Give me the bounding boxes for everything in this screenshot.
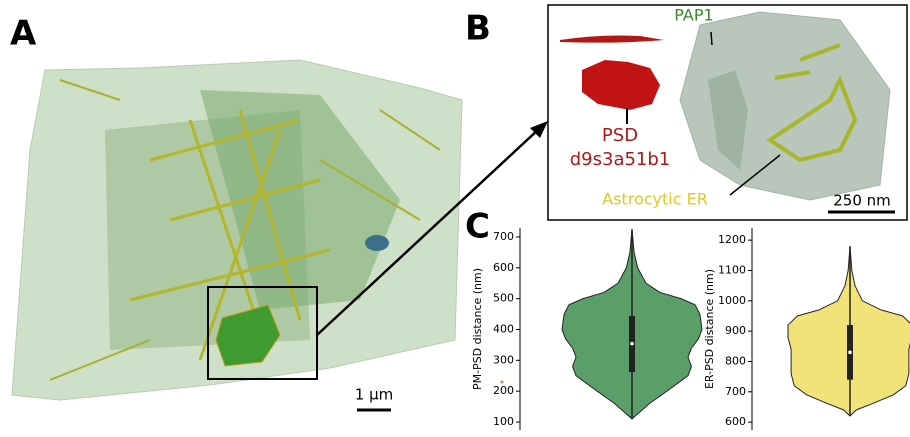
median bbox=[630, 341, 634, 346]
render-b bbox=[547, 4, 908, 221]
pap-label: PAP1 bbox=[674, 6, 713, 25]
y-tick-label: 900 bbox=[725, 324, 746, 337]
y-tick-label: 600 bbox=[493, 261, 514, 274]
panel-label: A bbox=[10, 14, 37, 54]
y-tick-label: 700 bbox=[493, 230, 514, 243]
median bbox=[848, 350, 852, 355]
psd-label: PSD bbox=[602, 125, 638, 146]
y-axis-label: PM-PSD distance (nm) bbox=[471, 268, 484, 390]
y-tick-label: 300 bbox=[493, 353, 514, 366]
y-tick-label: 400 bbox=[493, 322, 514, 335]
er-label: Astrocytic ER bbox=[602, 190, 708, 209]
y-tick-label: 1100 bbox=[718, 263, 746, 276]
y-tick-label: 600 bbox=[725, 415, 746, 428]
y-tick-label: 1200 bbox=[718, 233, 746, 246]
y-axis-label: ER-PSD distance (nm) bbox=[703, 269, 716, 389]
y-tick-label: 500 bbox=[493, 292, 514, 305]
psd-id: d9s3a51b1 bbox=[570, 149, 671, 170]
panel-label: B bbox=[465, 9, 491, 49]
scale-label: 250 nm bbox=[833, 192, 891, 210]
render-a bbox=[11, 59, 548, 412]
y-tick-label: 800 bbox=[725, 354, 746, 367]
y-tick-label: 1000 bbox=[718, 294, 746, 307]
dot bbox=[500, 380, 504, 384]
scale-label: 1 µm bbox=[355, 386, 393, 404]
panel-label: C bbox=[465, 207, 490, 247]
y-tick-label: 100 bbox=[493, 415, 514, 428]
y-tick-label: 700 bbox=[725, 385, 746, 398]
y-tick-label: 200 bbox=[493, 384, 514, 397]
